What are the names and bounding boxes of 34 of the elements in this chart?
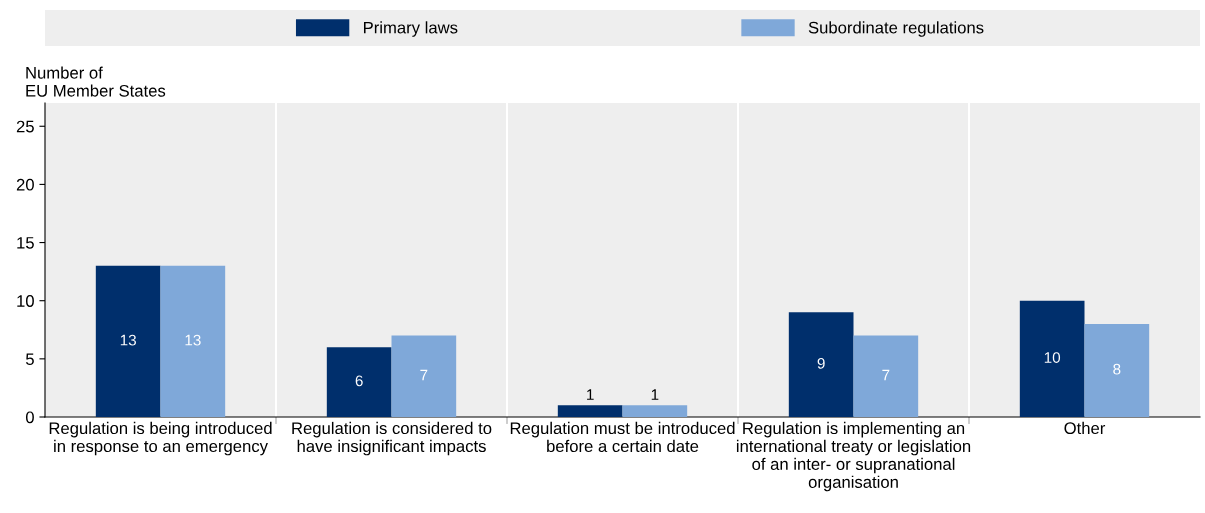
bar [1084, 323, 1150, 417]
x-tick-label: Regulation is implementing an international treaty or legislation of an inter- or supranational organisation [736, 421, 971, 492]
y-tick-label: 5 [25, 353, 34, 366]
bar [160, 265, 226, 417]
data-label: 8 [1113, 363, 1121, 375]
bar [391, 335, 457, 417]
data-label: 6 [355, 375, 363, 387]
y-tick-label: 15 [17, 237, 34, 249]
x-tick-label: Other [1064, 421, 1106, 435]
bar [1019, 300, 1085, 417]
bar [853, 335, 919, 417]
data-label: 7 [882, 369, 890, 381]
x-tick-label: Regulation is considered to have insignificant impacts [292, 421, 492, 456]
bar [326, 347, 392, 417]
legend-label: Primary laws [363, 21, 458, 37]
y-axis-title: Number of EU Member States [26, 66, 166, 97]
data-label: 1 [587, 389, 594, 400]
data-label: 1 [651, 389, 659, 400]
y-tick-label: 20 [16, 178, 34, 191]
y-tick-label: 10 [17, 295, 34, 307]
data-label: 13 [120, 334, 136, 346]
bar [557, 405, 623, 417]
data-label: 13 [185, 334, 201, 346]
data-label: 7 [420, 369, 428, 381]
y-tick-label: 25 [16, 120, 34, 133]
x-tick-label: Regulation must be introduced before a certain date [510, 421, 735, 453]
legend-label: Subordinate regulations [808, 21, 984, 37]
bar [622, 405, 688, 417]
x-tick-label: Regulation is being introduced in response to an emergency [49, 421, 272, 456]
data-label: 10 [1044, 352, 1061, 363]
bar [788, 312, 854, 417]
data-label: 9 [817, 357, 825, 369]
bar [95, 265, 161, 417]
y-tick-label: 0 [25, 411, 34, 424]
